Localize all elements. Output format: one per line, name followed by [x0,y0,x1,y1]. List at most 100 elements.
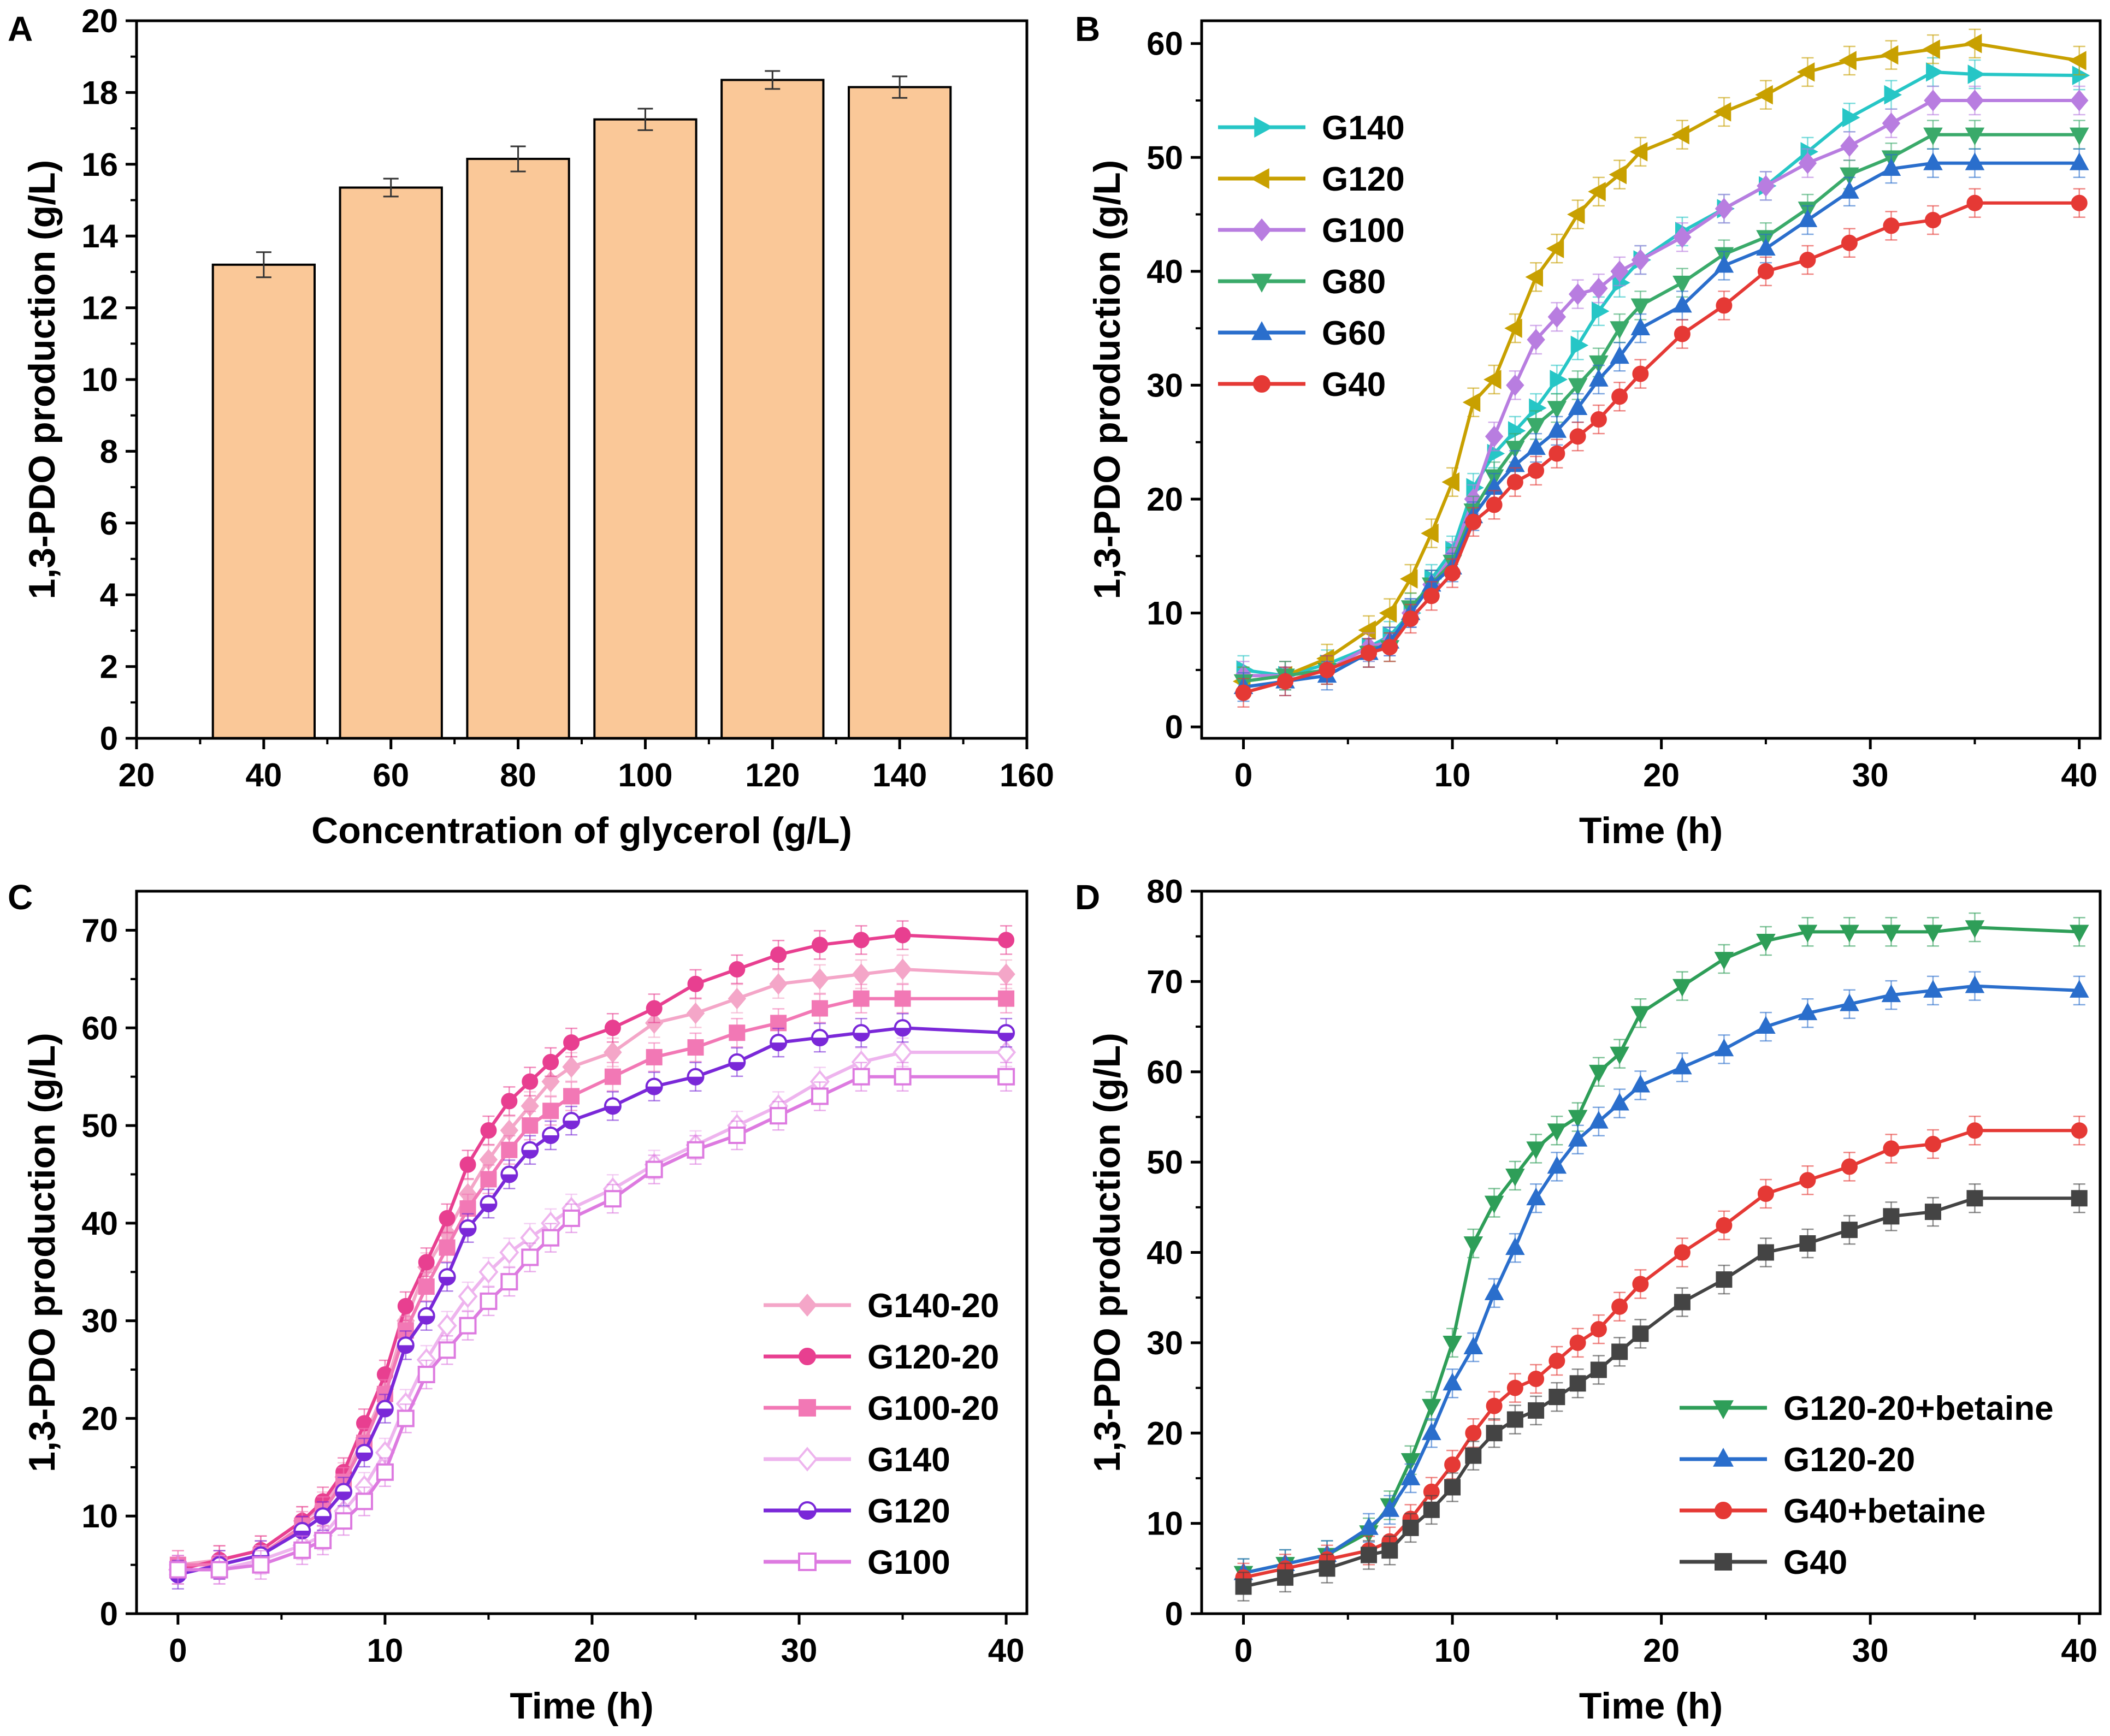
data-point [1796,62,1815,82]
legend-item-g140: G140 [1218,109,1405,147]
y-tick-label: 50 [81,1107,118,1144]
data-point [1610,1093,1629,1111]
legend-label: G60 [1322,315,1386,352]
data-point-fill [605,1106,620,1114]
data-point [1463,1336,1483,1355]
panel-b: B 0 10 20 30 40 0 10 20 30 40 50 60 Time (h) 1,3-PDO p… [1075,9,2102,851]
x-tick-label: 40 [245,757,282,793]
data-point [1423,1501,1440,1518]
data-point [687,1039,704,1056]
data-point [1528,462,1545,479]
data-point-fill [771,1042,787,1051]
series-line [1243,984,2079,1575]
x-tick-label: 120 [745,757,800,793]
data-point [687,1141,705,1159]
data-point [1506,1379,1523,1396]
data-point [1923,925,1943,943]
data-point [1358,620,1376,640]
data-point [1715,198,1734,220]
data-point [1529,398,1547,418]
legend-marker [1253,375,1270,393]
data-point [1611,1298,1628,1315]
data-point [1504,318,1522,338]
data-point [1966,1122,1983,1139]
data-point [1926,62,1944,82]
data-point [729,961,746,978]
legend-marker-fill [799,1510,815,1519]
data-point [1883,1140,1900,1157]
data-point [1505,1169,1525,1187]
data-point [1380,1499,1400,1517]
x-tick-label: 20 [119,757,155,793]
data-point [1319,1560,1335,1577]
data-point [1359,1517,1379,1535]
data-point [1965,90,1984,111]
data-point [997,1068,1015,1086]
data-point [894,1068,912,1086]
legend: G140 G120 G100 G80 G60 G40 [1218,109,1405,404]
data-point [2068,51,2087,70]
data-point [645,1160,663,1178]
data-point [1589,277,1608,299]
data-point [522,1073,539,1090]
data-point [1798,925,1818,943]
x-tick-label: 30 [1852,757,1889,793]
data-point [853,990,870,1007]
data-point [1526,1187,1546,1206]
data-point [501,1141,518,1158]
legend-label: G120-20 [1783,1441,1915,1479]
data-point [1400,1453,1421,1471]
data-point [1881,925,1901,943]
y-tick-label: 80 [1146,873,1183,910]
data-point [1798,209,1818,227]
data-point [997,963,1015,985]
data-point [1881,984,1901,1003]
y-tick-label: 0 [100,720,118,757]
data-point [1235,684,1252,701]
data-point [2071,194,2088,211]
data-point [397,1409,415,1427]
data-point [541,1070,560,1093]
data-point [1674,1294,1691,1311]
x-tick-label: 80 [500,757,536,793]
data-point [1965,975,1985,993]
data-point [1547,401,1567,419]
data-point [1883,1208,1900,1225]
data-point [1631,249,1650,271]
data-point [1590,1321,1607,1338]
data-point [1569,1334,1586,1351]
data-point [894,927,911,944]
legend-item-g140: G140 [764,1441,950,1479]
legend-label: G100-20 [867,1390,999,1427]
y-tick-label: 30 [1146,1325,1183,1361]
legend-label: G40 [1322,366,1386,404]
legend-label: G100 [1322,212,1405,250]
data-point [1674,325,1691,342]
series-g120 [1232,28,2087,696]
x-tick-label: 40 [2061,757,2097,793]
data-point [1485,425,1504,448]
data-point [1840,167,1859,186]
data-point [314,1531,332,1549]
data-point [1672,294,1692,313]
data-point [1444,1479,1461,1496]
data-point [1756,1016,1776,1034]
legend: G140-20 G120-20 G100-20 G140 G120 G100 [764,1287,999,1581]
data-point [1381,639,1398,656]
legend-marker [1251,274,1272,293]
data-point [1421,523,1439,543]
data-point-fill [501,1174,517,1182]
legend-item-g40-betaine: G40+betaine [1680,1492,1985,1530]
data-point [1755,85,1773,105]
data-point [852,963,871,985]
panel-c: C 0 10 20 30 40 0 10 20 30 40 50 60 70 Time (h) 1,3-PDO… [8,878,1029,1727]
data-point [1632,1276,1649,1293]
data-point [770,1107,788,1125]
data-point [1568,397,1588,416]
series-g40 [1235,1183,2088,1602]
data-point [522,1117,539,1134]
data-point [1924,1204,1941,1220]
data-point [1526,418,1546,436]
data-point [542,1103,559,1119]
x-tick-label: 40 [2061,1632,2097,1669]
